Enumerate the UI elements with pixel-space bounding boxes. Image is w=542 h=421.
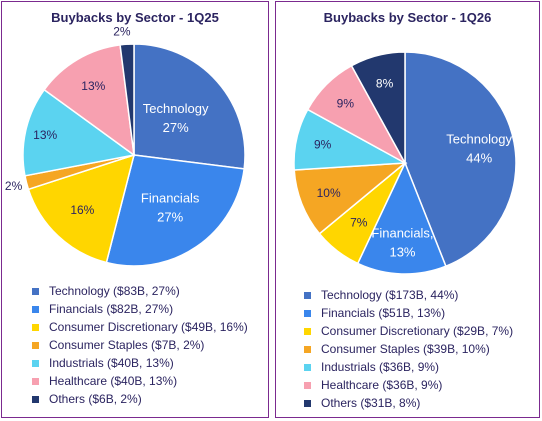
slice-pct-label-industrials: 13%	[33, 128, 57, 142]
legend-swatch-consumer-discretionary	[32, 323, 39, 331]
slice-name-label-financials: Financials	[141, 191, 200, 206]
legend-1q26: Technology ($173B, 44%) Financials ($51B…	[304, 286, 513, 412]
pie-slice-financials	[105, 154, 245, 267]
chart-title: Buybacks by Sector - 1Q25	[51, 10, 219, 25]
pie-slice-financials	[356, 161, 447, 275]
slice-pct-label-industrials: 9%	[314, 138, 332, 152]
legend-swatch-technology	[304, 291, 311, 299]
slice-pct-label-technology: 44%	[466, 150, 492, 165]
slice-pct-label-technology: 27%	[163, 120, 189, 135]
legend-item: Technology ($83B, 27%)	[32, 282, 248, 300]
slice-name-label-technology: Technology	[446, 131, 512, 146]
legend-item: Consumer Staples ($39B, 10%)	[304, 340, 513, 358]
legend-item: Industrials ($40B, 13%)	[32, 354, 248, 372]
legend-item: Financials ($51B, 13%)	[304, 304, 513, 322]
legend-swatch-industrials	[304, 363, 311, 371]
pie-chart-1q25: Technology 27% Financials 27% 16% 2% 13% 13% 2%	[5, 24, 246, 267]
legend-item: Industrials ($36B, 9%)	[304, 358, 513, 376]
chart-title: Buybacks by Sector - 1Q26	[323, 10, 492, 25]
legend-swatch-others	[32, 395, 39, 403]
slice-pct-label-consumer-discretionary: 16%	[70, 203, 94, 217]
legend-swatch-industrials	[32, 359, 39, 367]
legend-swatch-consumer-staples	[32, 341, 39, 349]
legend-item: Consumer Discretionary ($49B, 16%)	[32, 318, 248, 336]
slice-pct-label-financials: 13%	[389, 244, 415, 259]
pie-slice-healthcare	[43, 44, 135, 157]
pie-slice-consumer-discretionary	[27, 153, 136, 264]
slice-name-label-technology: Technology	[143, 101, 209, 116]
slice-pct-label-others: 8%	[376, 76, 394, 90]
legend-1q25: Technology ($83B, 27%) Financials ($82B,…	[32, 282, 248, 408]
pie-slice-others	[119, 43, 135, 156]
legend-item: Others ($6B, 2%)	[32, 390, 248, 408]
slice-pct-label-consumer-staples: 2%	[5, 179, 23, 193]
legend-swatch-technology	[32, 287, 39, 295]
legend-swatch-others	[304, 399, 311, 407]
slice-pct-label-healthcare: 9%	[337, 96, 355, 110]
legend-swatch-financials	[304, 309, 311, 317]
legend-swatch-consumer-staples	[304, 345, 311, 353]
chart-panel-1q26: Buybacks by Sector - 1Q26 Technology 44% F…	[275, 1, 540, 418]
pie-chart-1q26: Technology 44% Financials, 13% 7% 10% 9% 9% 8%	[293, 51, 517, 275]
slice-pct-label-others: 2%	[113, 24, 131, 38]
legend-swatch-financials	[32, 305, 39, 313]
pie-slice-others	[350, 51, 406, 164]
legend-item: Financials ($82B, 27%)	[32, 300, 248, 318]
pie-slice-technology	[404, 51, 517, 268]
slice-pct-label-financials: 27%	[157, 210, 183, 225]
legend-swatch-healthcare	[304, 381, 311, 389]
slice-pct-label-healthcare: 13%	[81, 79, 105, 93]
legend-item: Consumer Staples ($7B, 2%)	[32, 336, 248, 354]
chart-panel-1q25: Buybacks by Sector - 1Q25 Technology 27% F…	[1, 1, 269, 418]
legend-item: Consumer Discretionary ($29B, 7%)	[304, 322, 513, 340]
slice-pct-label-consumer-staples: 10%	[317, 186, 341, 200]
slice-name-label-financials: Financials,	[371, 225, 433, 240]
slice-pct-label-consumer-discretionary: 7%	[350, 216, 368, 230]
legend-item: Technology ($173B, 44%)	[304, 286, 513, 304]
legend-swatch-healthcare	[32, 377, 39, 385]
legend-swatch-consumer-discretionary	[304, 327, 311, 335]
pie-slice-technology	[133, 43, 246, 170]
pie-slice-industrials	[22, 88, 136, 177]
legend-item: Healthcare ($40B, 13%)	[32, 372, 248, 390]
legend-item: Others ($31B, 8%)	[304, 394, 513, 412]
legend-item: Healthcare ($36B, 9%)	[304, 376, 513, 394]
